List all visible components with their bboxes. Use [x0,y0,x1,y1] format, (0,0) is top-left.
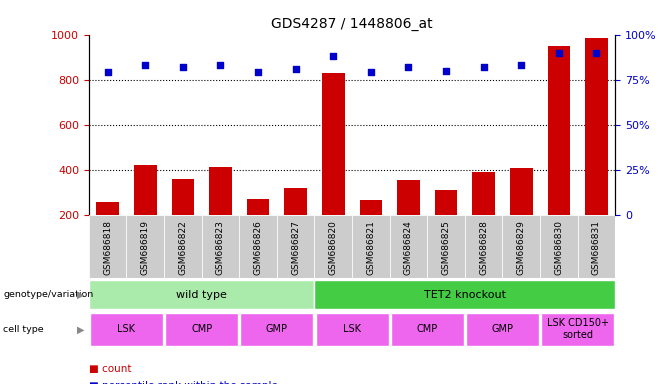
Bar [172,179,194,260]
Text: GSM686818: GSM686818 [103,220,112,275]
Point [253,70,263,76]
Text: GMP: GMP [266,324,288,334]
Bar [391,313,464,346]
Point [215,62,226,68]
Bar [316,313,388,346]
Text: GSM686824: GSM686824 [404,220,413,275]
Bar [240,313,313,346]
Point [178,64,188,70]
Point [591,50,601,56]
Text: GSM686825: GSM686825 [442,220,451,275]
Bar [427,215,465,278]
Text: ■ count: ■ count [89,364,132,374]
Text: wild type: wild type [176,290,227,300]
Bar [503,215,540,278]
Bar [585,38,608,260]
Point [478,64,489,70]
Text: GSM686829: GSM686829 [517,220,526,275]
Title: GDS4287 / 1448806_at: GDS4287 / 1448806_at [271,17,433,31]
Bar [89,215,126,278]
Bar [465,215,503,278]
Bar [540,215,578,278]
Bar [165,313,238,346]
Text: GSM686826: GSM686826 [253,220,263,275]
Bar [126,215,164,278]
Text: GMP: GMP [492,324,513,334]
Bar [209,167,232,260]
Point [103,70,113,76]
Bar [240,215,277,278]
Text: GSM686819: GSM686819 [141,220,150,275]
Text: GSM686820: GSM686820 [329,220,338,275]
Bar [547,46,570,260]
Text: LSK: LSK [117,324,136,334]
Text: GSM686827: GSM686827 [291,220,300,275]
Point [290,66,301,72]
Text: LSK CD150+
sorted: LSK CD150+ sorted [547,318,609,340]
Point [441,68,451,74]
Point [403,64,414,70]
Text: CMP: CMP [191,324,213,334]
Bar [201,215,240,278]
Text: GSM686821: GSM686821 [367,220,375,275]
Bar [89,280,315,310]
Bar [435,190,457,260]
Bar [352,215,390,278]
Text: GSM686830: GSM686830 [554,220,563,275]
Bar [96,202,119,260]
Bar [284,188,307,260]
Bar [315,215,352,278]
Text: CMP: CMP [417,324,438,334]
Bar [90,313,163,346]
Point [516,62,526,68]
Text: GSM686822: GSM686822 [178,220,188,275]
Bar [390,215,427,278]
Point [366,70,376,76]
Bar [322,73,345,260]
Bar [134,166,157,260]
Text: LSK: LSK [343,324,361,334]
Text: GSM686831: GSM686831 [592,220,601,275]
Bar [359,200,382,260]
Text: TET2 knockout: TET2 knockout [424,290,506,300]
Bar [397,180,420,260]
Point [328,53,338,59]
Text: genotype/variation: genotype/variation [3,290,93,299]
Text: cell type: cell type [3,325,44,334]
Bar [578,215,615,278]
Bar [541,313,614,346]
Bar [510,168,532,260]
Point [553,50,564,56]
Bar [466,313,539,346]
Text: ▶: ▶ [76,324,84,334]
Bar [315,280,615,310]
Text: ▶: ▶ [76,290,84,300]
Bar [164,215,201,278]
Bar [472,172,495,260]
Text: GSM686828: GSM686828 [479,220,488,275]
Point [140,62,151,68]
Bar [277,215,315,278]
Text: GSM686823: GSM686823 [216,220,225,275]
Bar [247,199,269,260]
Text: ■ percentile rank within the sample: ■ percentile rank within the sample [89,381,278,384]
